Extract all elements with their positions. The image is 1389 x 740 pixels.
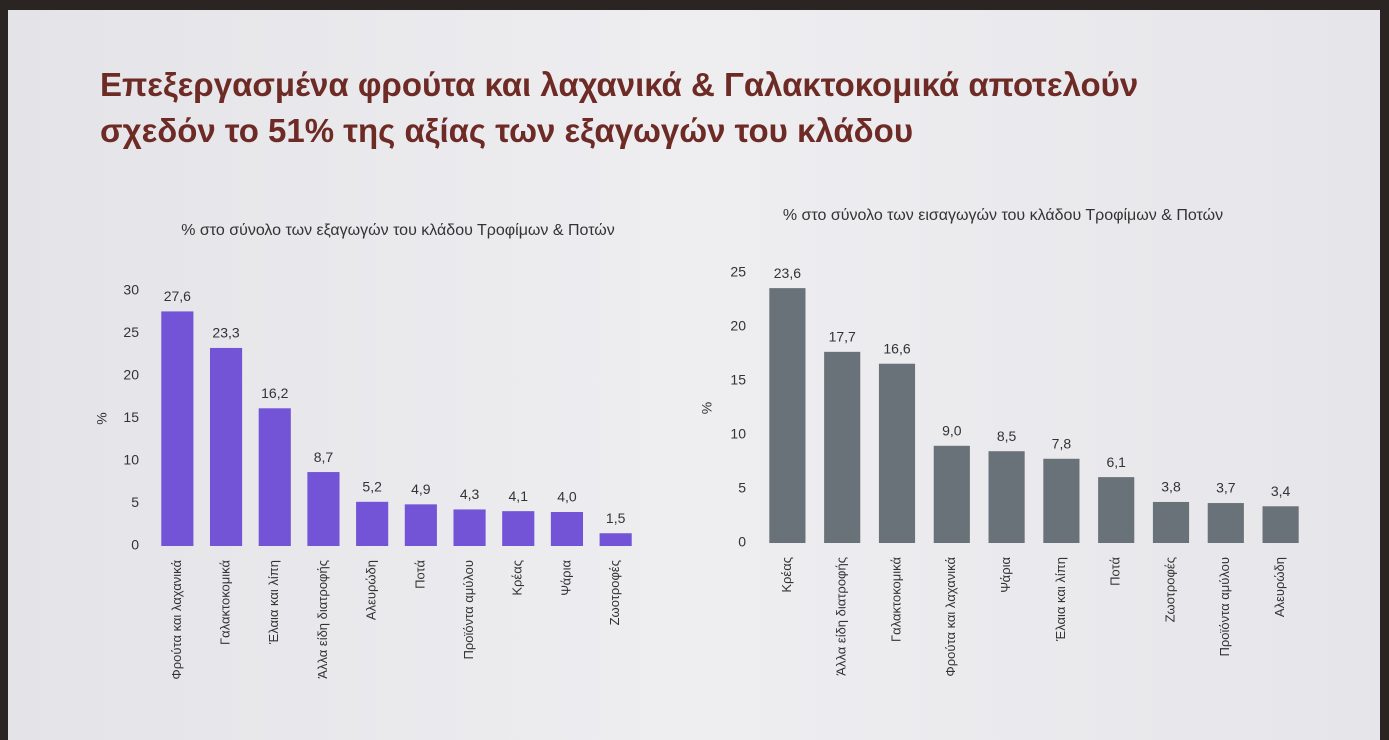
x-tick-label: Έλαια και λίπη (266, 560, 281, 645)
bar (1262, 506, 1299, 543)
value-label: 16,2 (261, 385, 288, 401)
y-tick-label: 25 (123, 324, 139, 340)
bar (1098, 477, 1135, 543)
bar (1043, 458, 1080, 543)
x-tick-label: Άλλα είδη διατροφής (834, 557, 849, 676)
y-tick-label: 5 (131, 494, 139, 510)
value-label: 6,1 (1106, 454, 1126, 470)
x-tick-label: Φρούτα και λαχανικά (943, 557, 958, 677)
value-label: 23,3 (212, 325, 239, 341)
bar (161, 311, 194, 546)
x-tick-label: Έλαια και λίπη (1053, 557, 1068, 642)
value-label: 27,6 (164, 288, 191, 304)
value-label: 4,9 (411, 481, 431, 497)
bar (356, 501, 389, 546)
bar (933, 445, 970, 543)
value-label: 9,0 (942, 423, 962, 439)
x-tick-label: Γαλακτοκομικά (888, 557, 903, 642)
value-label: 7,8 (1052, 435, 1072, 451)
value-label: 3,8 (1161, 479, 1181, 495)
value-label: 8,7 (314, 449, 334, 465)
y-tick-label: 5 (738, 480, 746, 496)
x-tick-label: Άλλα είδη διατροφής (315, 560, 330, 679)
x-tick-label: Γαλακτοκομικά (217, 560, 232, 645)
x-tick-label: Κρέας (510, 560, 525, 596)
y-tick-label: 10 (730, 426, 746, 442)
y-tick-label: 20 (730, 318, 746, 334)
bar (453, 509, 486, 546)
value-label: 8,5 (997, 428, 1017, 444)
value-label: 1,5 (606, 510, 626, 526)
bar (550, 512, 584, 546)
bar (404, 504, 437, 546)
bar (599, 533, 632, 546)
bar (1207, 503, 1244, 543)
bar (258, 408, 291, 546)
y-tick-label: 15 (123, 409, 139, 425)
value-label: 4,1 (509, 488, 529, 504)
value-label: 3,4 (1271, 483, 1291, 499)
y-axis-label: % (699, 402, 715, 414)
x-tick-label: Κρέας (779, 557, 794, 593)
charts: % 0 5 10 15 20 25 30 27,6 Φρούτα και λαχανικά 23,3… (94, 264, 1299, 680)
bar (988, 451, 1025, 543)
y-tick-label: 0 (738, 534, 746, 550)
x-tick-label: Αλευρώδη (1272, 557, 1287, 617)
y-tick-label: 20 (123, 367, 139, 383)
value-label: 23,6 (774, 265, 801, 281)
bar (769, 288, 806, 543)
chart-title: % στο σύνολο των εισαγωγών του κλάδου Τρ… (782, 207, 1224, 224)
value-label: 4,0 (557, 489, 577, 505)
x-tick-label: Προϊόντα αμύλου (461, 560, 476, 659)
y-tick-label: 15 (730, 372, 746, 388)
slide-title: Επεξεργασμένα φρούτα και λαχανικά & Γαλα… (100, 66, 1139, 149)
x-tick-label: Προϊόντα αμύλου (1217, 557, 1232, 656)
x-tick-label: Ζωοτροφές (607, 560, 622, 625)
y-tick-label: 30 (123, 282, 139, 298)
y-tick-label: 25 (730, 264, 746, 280)
bar (502, 511, 535, 546)
y-axis-label: % (94, 412, 110, 424)
bar (209, 347, 243, 546)
value-label: 3,7 (1216, 480, 1236, 496)
x-tick-label: Αλευρώδη (364, 560, 379, 620)
bar (307, 472, 340, 546)
x-tick-label: Φρούτα και λαχανικά (169, 560, 184, 680)
bar (1152, 501, 1190, 543)
x-tick-label: Ζωοτροφές (1162, 557, 1177, 622)
slide: Επεξεργασμένα φρούτα και λαχανικά & Γαλα… (8, 10, 1380, 740)
value-label: 5,2 (362, 479, 382, 495)
y-tick-label: 0 (131, 537, 139, 553)
y-tick-label: 10 (123, 452, 139, 468)
bar (824, 351, 861, 543)
value-label: 16,6 (883, 340, 910, 356)
x-tick-label: Ποτά (1108, 557, 1123, 586)
chart-title: % στο σύνολο των εξαγωγών του κλάδου Τρο… (181, 222, 615, 239)
value-label: 4,3 (460, 486, 480, 502)
x-tick-label: Ψάρια (998, 557, 1013, 593)
x-tick-label: Ψάρια (558, 560, 573, 596)
bar (878, 363, 916, 543)
x-tick-label: Ποτά (412, 560, 427, 589)
value-label: 17,7 (829, 329, 856, 345)
